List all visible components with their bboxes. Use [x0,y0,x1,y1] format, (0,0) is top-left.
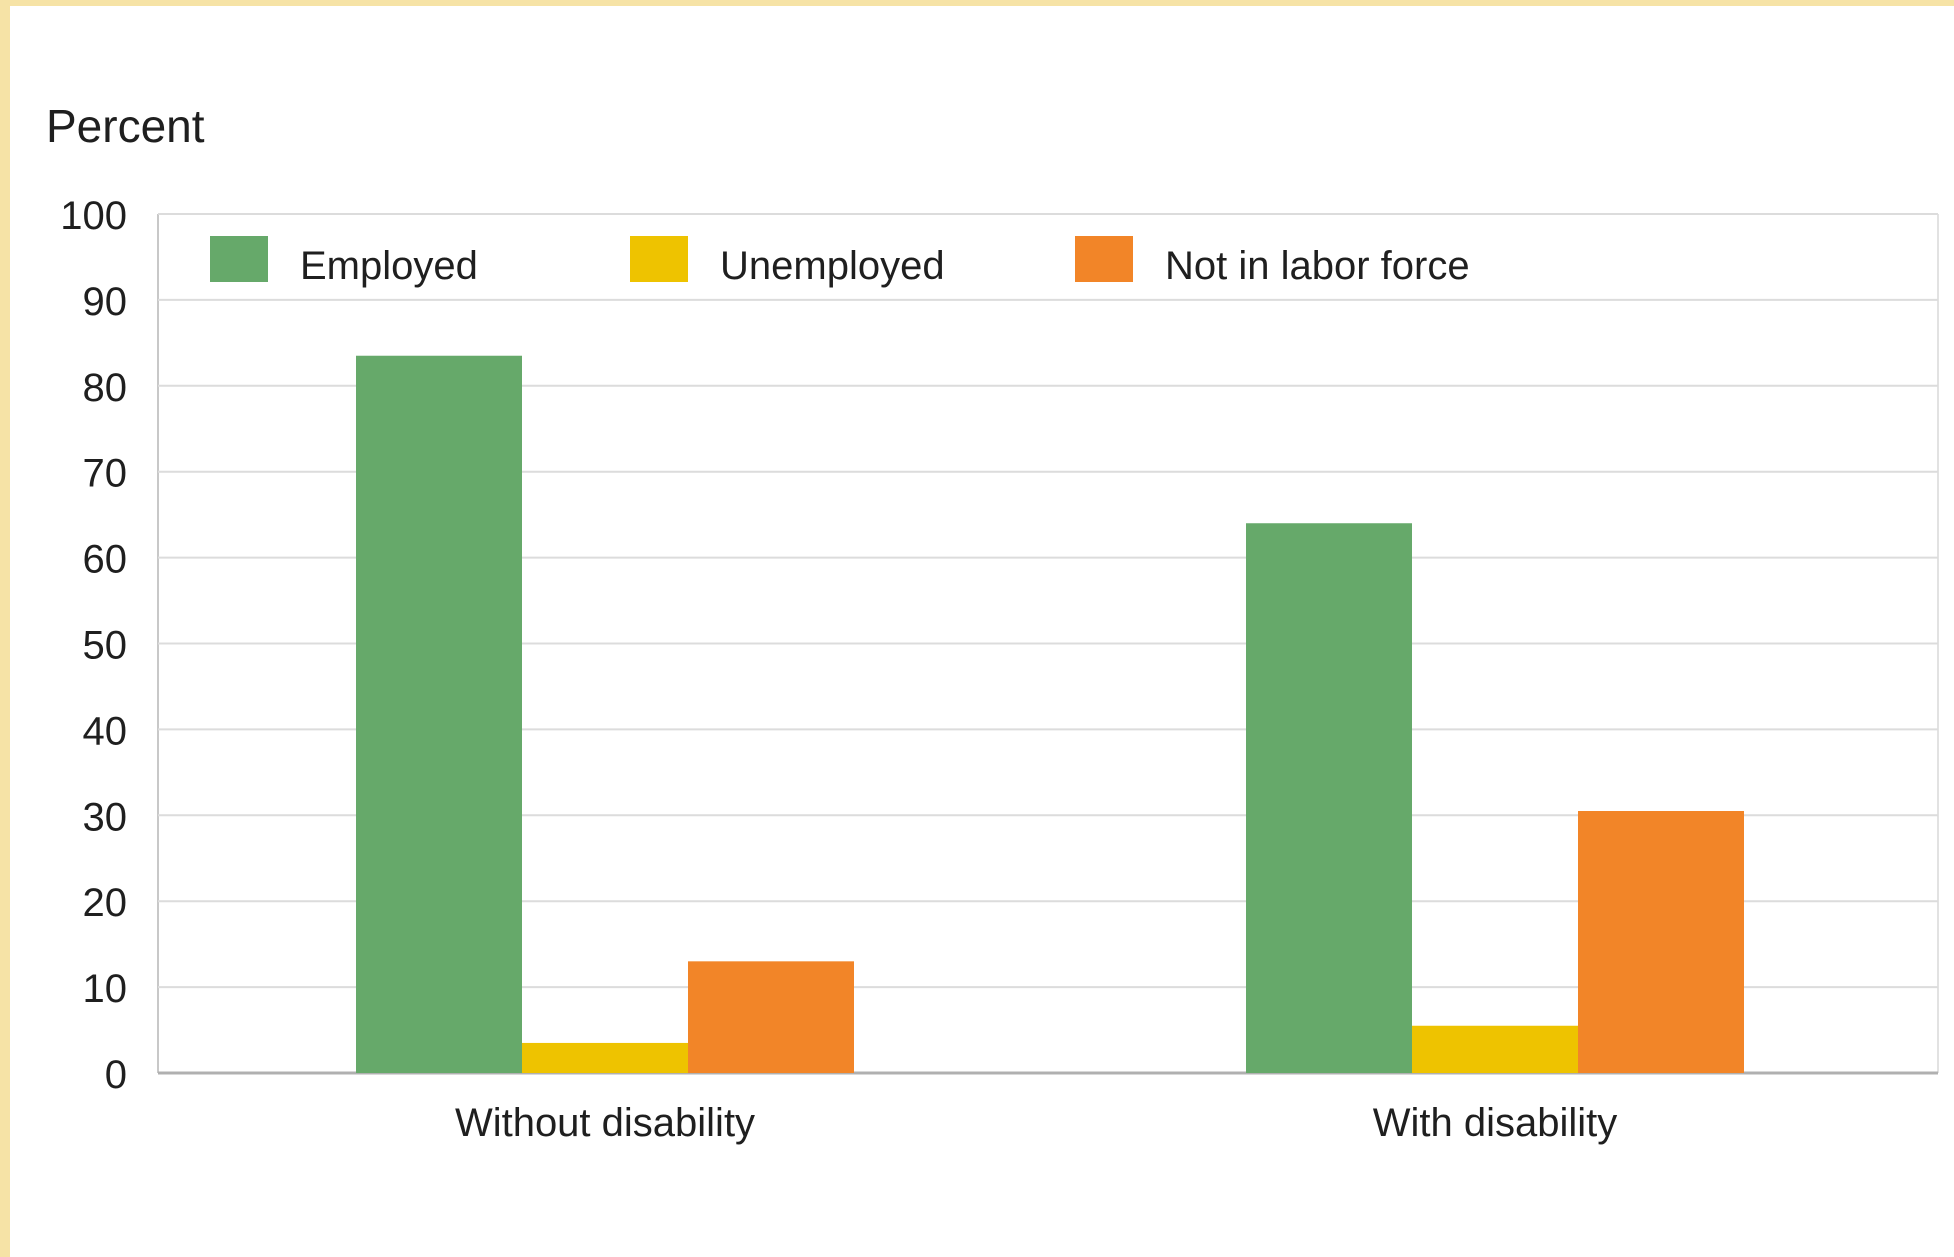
legend-label-1: Employed [300,244,478,288]
y-tick-40: 40 [83,709,128,753]
y-tick-20: 20 [83,881,128,925]
y-tick-70: 70 [83,452,128,496]
y-tick-80: 80 [83,366,128,410]
bars [356,355,1744,1073]
legend-swatch-1 [210,236,268,282]
bar-unemployed-1 [522,1042,688,1073]
legend-label-2: Unemployed [720,244,945,288]
y-tick-10: 10 [83,967,128,1011]
y-tick-0: 0 [105,1053,127,1097]
y-tick-labels: 0 10 20 30 40 50 60 70 80 90 100 [60,194,127,1097]
y-tick-100: 100 [60,194,127,238]
bar-employed-2 [1246,523,1412,1073]
x-tick-2: With disability [1373,1101,1618,1145]
y-axis-label: Percent [46,100,205,152]
legend-swatch-2 [630,236,688,282]
x-tick-1: Without disability [455,1101,755,1145]
bar-unemployed-2 [1412,1025,1578,1073]
y-tick-50: 50 [83,624,128,668]
y-tick-30: 30 [83,795,128,839]
legend-label-3: Not in labor force [1165,244,1470,288]
bar-employed-1 [356,355,522,1073]
y-tick-60: 60 [83,538,128,582]
bar-not-in-labor-force-2 [1578,811,1744,1073]
y-tick-90: 90 [83,280,128,324]
x-tick-labels: Without disability With disability [455,1101,1617,1145]
legend-swatch-3 [1075,236,1133,282]
bar-not-in-labor-force-1 [688,961,854,1073]
legend: Employed Unemployed Not in labor force [210,236,1470,288]
